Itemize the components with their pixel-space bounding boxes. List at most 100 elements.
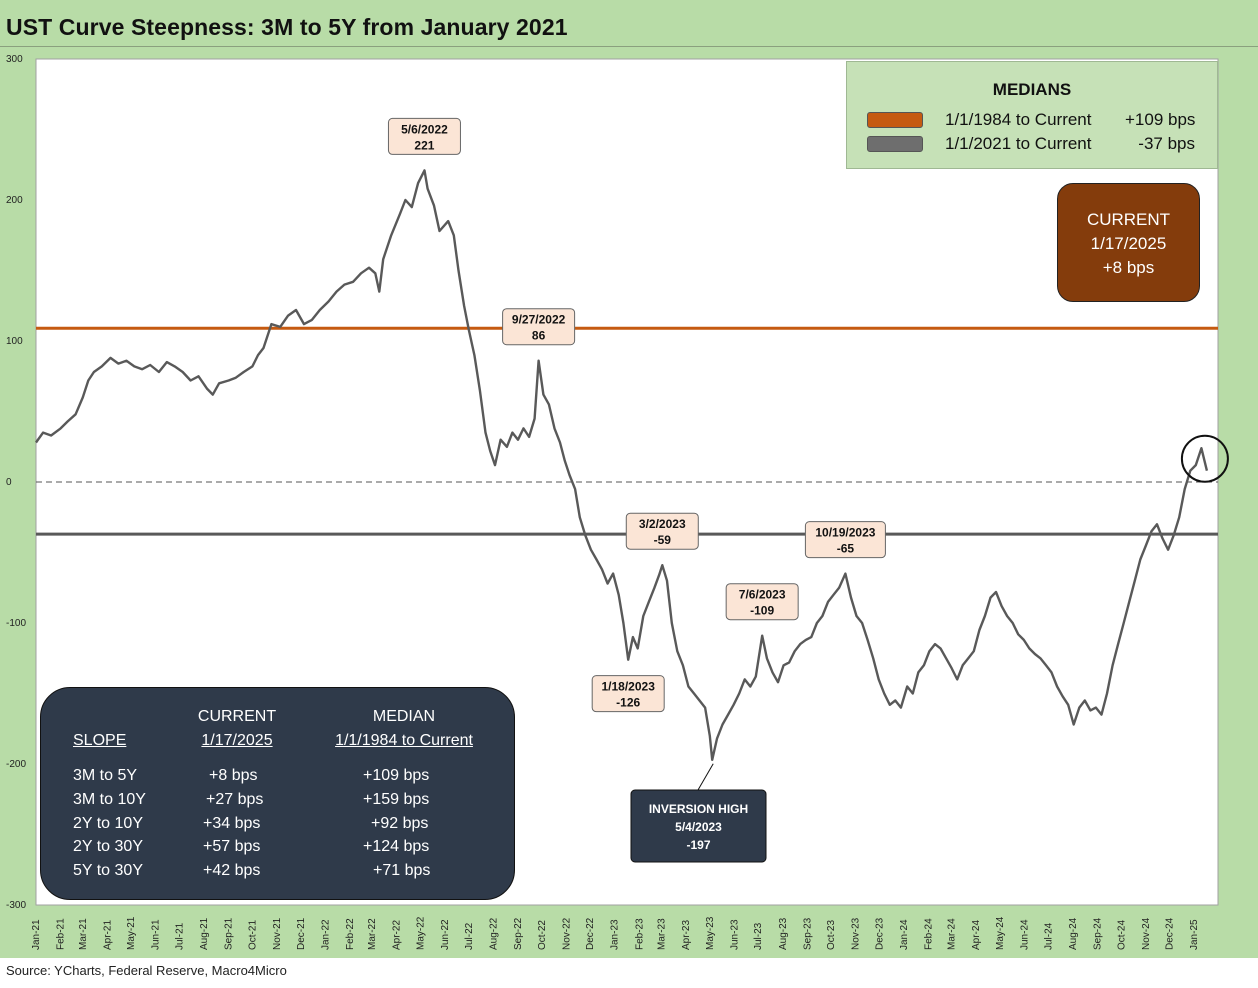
x-tick-label: Mar-21 [78, 918, 89, 950]
inversion-title: INVERSION HIGH [649, 802, 748, 816]
slope-row-current: +8 bps [209, 767, 258, 784]
x-tick-label: May-22 [415, 916, 426, 950]
x-tick-label: Feb-23 [634, 918, 645, 950]
x-tick-label: Apr-22 [392, 920, 403, 950]
x-tick-label: Feb-22 [345, 918, 356, 950]
annotation-box [591, 675, 665, 713]
x-tick-label: Sep-24 [1093, 917, 1104, 950]
median-1984-label: 1/1/1984 to Current [945, 110, 1092, 129]
slope-row-label: 5Y to 30Y [73, 862, 143, 879]
annotation-callout: 5/6/2022 221 [387, 117, 461, 155]
series-group [35, 169, 1209, 761]
x-tick-label: Dec-22 [585, 917, 596, 950]
x-tick-label: Feb-24 [924, 918, 935, 950]
median-1984-value: +109 bps [1125, 110, 1196, 129]
x-tick-label: Jun-24 [1020, 919, 1031, 950]
median-2021-value: -37 bps [1138, 134, 1195, 153]
x-tick-label: Jun-21 [151, 919, 162, 950]
x-tick-label: May-21 [126, 916, 137, 950]
annotation-value: -109 [750, 604, 774, 618]
annotation-value: -126 [616, 696, 640, 710]
x-tick-label: Aug-22 [488, 917, 499, 950]
x-tick-label: Jan-23 [610, 919, 621, 950]
slope-row-label: 3M to 5Y [73, 767, 138, 784]
inversion-leader-line [697, 763, 714, 791]
x-tick-label: Apr-21 [102, 920, 113, 950]
x-axis-ticks: Jan-21 Feb-21 Mar-21 Apr-21 May-21 Jun-21 Jul-… [31, 916, 1200, 950]
annotation-date: 1/18/2023 [601, 680, 655, 694]
annotation-box [625, 512, 699, 550]
current-box-date: 1/17/2025 [1090, 234, 1167, 253]
inversion-box [630, 789, 767, 863]
median-2021-swatch [867, 136, 923, 152]
x-tick-label: Apr-23 [681, 920, 692, 950]
annotation-date: 5/6/2022 [401, 122, 448, 136]
median-1984-swatch [867, 112, 923, 128]
x-tick-label: Jul-24 [1043, 922, 1054, 950]
annotation-value: 86 [532, 329, 546, 343]
x-tick-label: Sep-21 [224, 917, 235, 950]
annotation-date: 3/2/2023 [639, 517, 686, 531]
annotation-date: 7/6/2023 [739, 588, 786, 602]
current-highlight-circle [1180, 434, 1229, 483]
x-tick-label: Jun-22 [440, 919, 451, 950]
annotation-callout: 9/27/2022 86 [502, 308, 576, 346]
x-tick-label: Jul-22 [464, 922, 475, 950]
x-tick-label: Nov-24 [1141, 917, 1152, 950]
annotation-callout: 3/2/2023 -59 [625, 512, 699, 550]
x-tick-label: Jul-23 [753, 922, 764, 950]
slope-row-current: +42 bps [203, 862, 261, 879]
title-divider [0, 46, 1258, 47]
x-tick-label: Nov-23 [851, 917, 862, 950]
x-tick-label: Oct-23 [826, 920, 837, 950]
y-tick-label: 300 [6, 54, 23, 65]
y-tick-label: 100 [6, 336, 23, 347]
x-tick-label: Mar-22 [367, 918, 378, 950]
current-box-value: +8 bps [1102, 258, 1155, 277]
annotation-date: 9/27/2022 [512, 313, 566, 327]
x-tick-label: May-23 [705, 916, 716, 950]
annotation-box [725, 583, 799, 621]
annotation-value: -59 [654, 533, 672, 547]
x-tick-label: Feb-21 [56, 918, 67, 950]
inversion-callout: INVERSION HIGH 5/4/2023 -197 [630, 763, 767, 863]
x-tick-label: Mar-24 [947, 918, 958, 950]
annotation-callout: 10/19/2023 -65 [804, 521, 886, 559]
slope-row-label: 3M to 10Y [73, 791, 146, 808]
x-tick-label: Aug-24 [1068, 917, 1079, 950]
x-tick-label: Jul-21 [174, 922, 185, 950]
annotation-callout: 1/18/2023 -126 [591, 675, 665, 713]
x-tick-label: Dec-23 [874, 917, 885, 950]
chart-title: UST Curve Steepness: 3M to 5Y from Janua… [6, 14, 568, 40]
slope-row-current: +27 bps [206, 791, 264, 808]
x-tick-label: Mar-23 [656, 918, 667, 950]
slope-row-median: +159 bps [363, 791, 430, 808]
annotation-box [804, 521, 886, 559]
median-2021-label: 1/1/2021 to Current [945, 134, 1092, 153]
annotation-value: 221 [414, 138, 434, 152]
x-tick-label: Sep-22 [513, 917, 524, 950]
x-tick-label: Aug-21 [199, 917, 210, 950]
x-tick-label: Oct-24 [1116, 920, 1127, 950]
slope-row-median: +124 bps [363, 838, 430, 855]
annotation-callout: 7/6/2023 -109 [725, 583, 799, 621]
annotation-value: -65 [837, 542, 855, 556]
medians-legend: MEDIANS 1/1/1984 to Current +109 bps 1/1… [846, 61, 1218, 169]
x-tick-label: Nov-21 [272, 917, 283, 950]
slope-row-median: +92 bps [371, 815, 429, 832]
x-tick-label: Sep-23 [802, 917, 813, 950]
x-tick-label: Jun-23 [729, 919, 740, 950]
header-current-1: CURRENT [197, 708, 277, 725]
current-box: CURRENT 1/17/2025 +8 bps [1057, 183, 1200, 302]
y-tick-label: -300 [6, 900, 26, 911]
slope-row-current: +34 bps [203, 815, 261, 832]
x-tick-label: Jan-25 [1189, 919, 1200, 950]
x-tick-label: Jan-21 [31, 919, 42, 950]
y-tick-label: -100 [6, 618, 26, 629]
y-tick-label: -200 [6, 759, 26, 770]
annotation-box [387, 117, 461, 155]
y-tick-label: 200 [6, 195, 23, 206]
series-line [35, 169, 1209, 761]
inversion-date: 5/4/2023 [675, 820, 722, 834]
x-tick-label: Jan-22 [320, 919, 331, 950]
